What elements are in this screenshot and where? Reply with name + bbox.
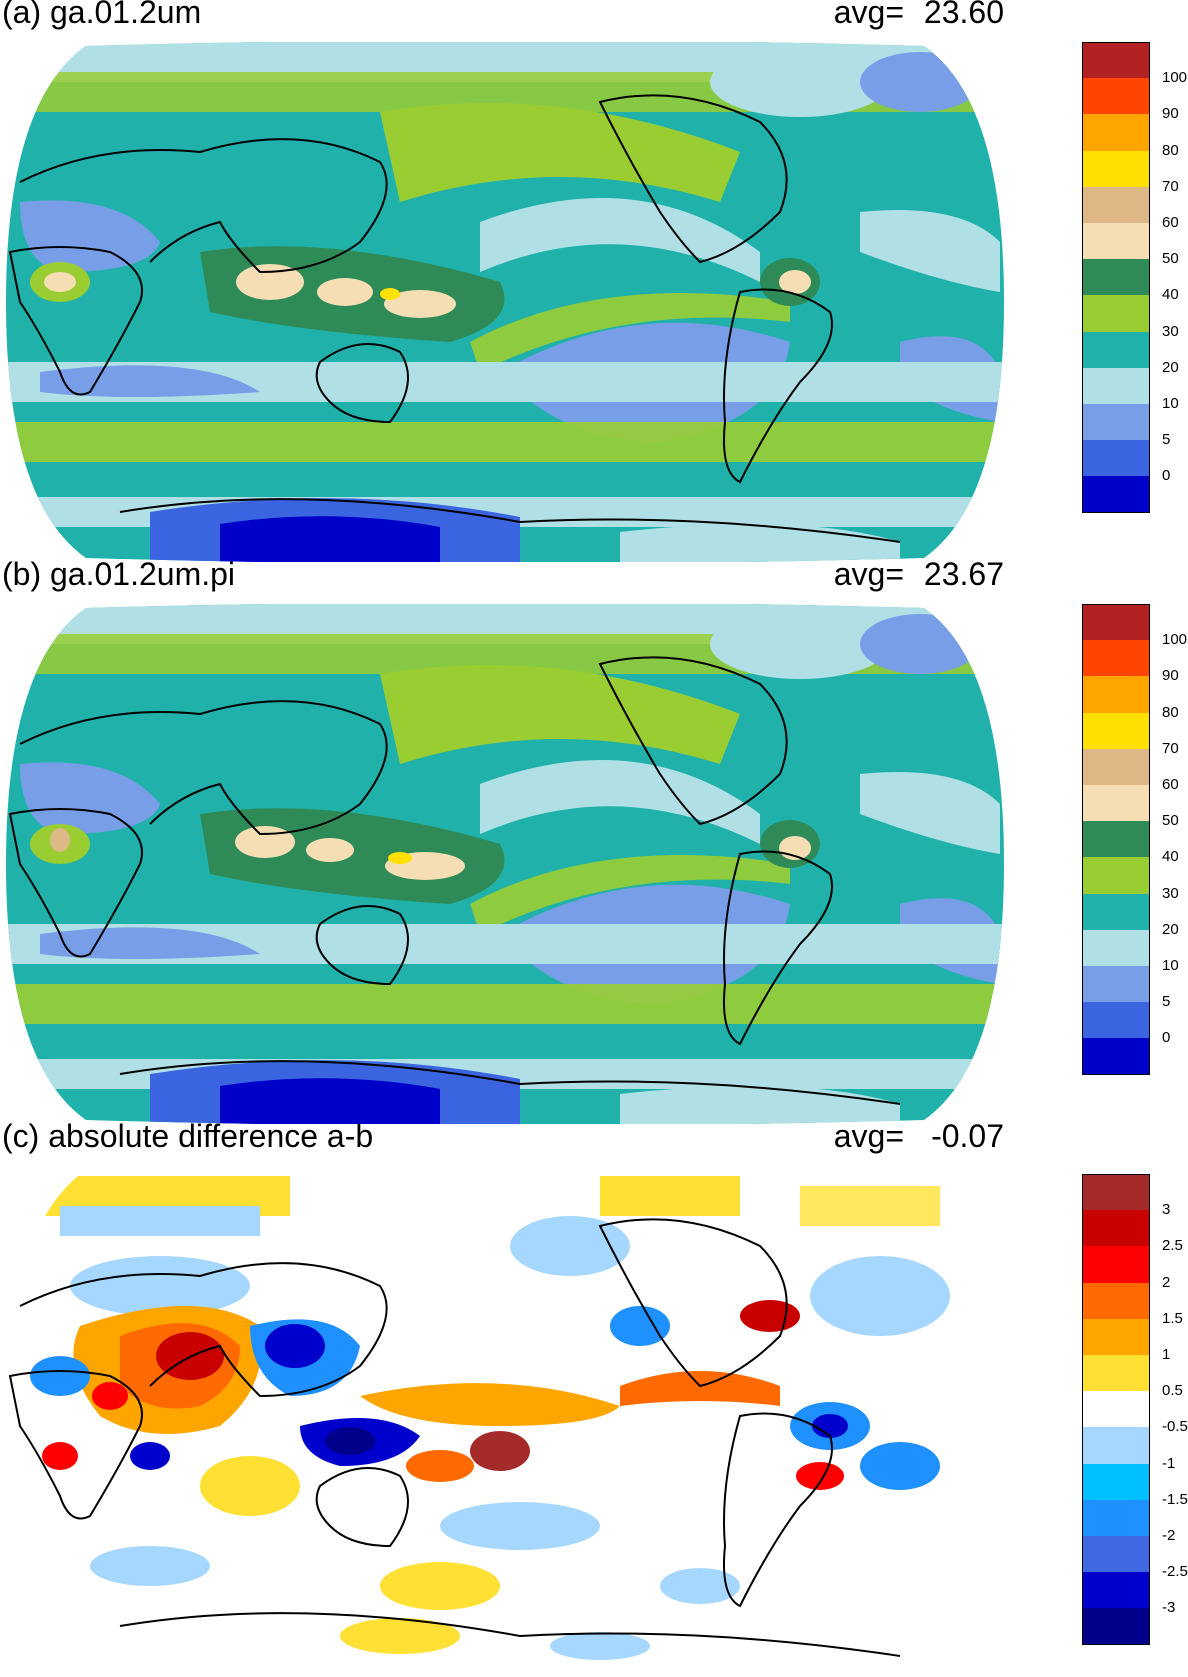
map-field bbox=[6, 604, 1004, 1124]
colorbar-swatch bbox=[1082, 1174, 1150, 1211]
colorbar-swatch bbox=[1082, 748, 1150, 785]
panel-b: (b) ga.01.2um.pi avg= 23.67 bbox=[0, 556, 1188, 1124]
colorbar-tick-label: -2.5 bbox=[1162, 1563, 1188, 1581]
panel-title: (a) ga.01.2um bbox=[2, 0, 202, 30]
panel-title: (c) absolute difference a-b bbox=[2, 1118, 374, 1154]
colorbar-tick-label: 10 bbox=[1162, 395, 1179, 412]
colorbar-tick-label: 2 bbox=[1162, 1273, 1171, 1291]
colorbar-tick-label: 90 bbox=[1162, 667, 1179, 685]
panel-a: (a) ga.01.2um avg= 23.60 bbox=[0, 0, 1188, 562]
colorbar-tick-label: 100 bbox=[1162, 631, 1188, 649]
avg-label: avg= bbox=[833, 556, 904, 592]
colorbar-swatch bbox=[1082, 1463, 1150, 1500]
global-map bbox=[6, 604, 1004, 1124]
colorbar-tick-label: 90 bbox=[1162, 105, 1179, 123]
colorbar-tick-label: 3 bbox=[1162, 1201, 1171, 1219]
panel-average: avg= 23.60 bbox=[834, 0, 1004, 30]
avg-label: avg= bbox=[833, 0, 904, 30]
avg-value: -0.07 bbox=[931, 1118, 1004, 1154]
colorbar-swatch bbox=[1082, 114, 1150, 151]
colorbar-swatch bbox=[1082, 186, 1150, 223]
colorbar-tick-label: 20 bbox=[1162, 358, 1179, 376]
colorbar-tick-label: 80 bbox=[1162, 141, 1179, 159]
colorbar-tick-label: 80 bbox=[1162, 703, 1179, 721]
colorbar-tick-label: 0 bbox=[1162, 1029, 1171, 1047]
colorbar-swatch bbox=[1082, 640, 1150, 677]
global-map bbox=[6, 42, 1004, 562]
colorbar-swatch bbox=[1082, 929, 1150, 966]
colorbar-swatch bbox=[1082, 295, 1150, 332]
colorbar-swatch bbox=[1082, 476, 1150, 513]
colorbar-swatch bbox=[1082, 1246, 1150, 1283]
colorbar-tick-label: 5 bbox=[1162, 431, 1171, 449]
colorbar-tick-label: -0.5 bbox=[1162, 1418, 1188, 1436]
colorbar-swatch bbox=[1082, 1572, 1150, 1609]
colorbar-swatch bbox=[1082, 1391, 1150, 1428]
colorbar-swatch bbox=[1082, 966, 1150, 1003]
colorbar-swatch bbox=[1082, 1427, 1150, 1464]
colorbar-tick-label: 5 bbox=[1162, 993, 1171, 1011]
colorbar-swatch bbox=[1082, 1608, 1150, 1645]
colorbar-tick-label: 50 bbox=[1162, 250, 1179, 268]
colorbar-tick-label: 1 bbox=[1162, 1346, 1171, 1363]
colorbar-swatch bbox=[1082, 1210, 1150, 1247]
colorbar-tick-label: 70 bbox=[1162, 739, 1179, 757]
colorbar-swatch bbox=[1082, 1002, 1150, 1039]
colorbar-swatch bbox=[1082, 712, 1150, 749]
colorbar-tick-label: 30 bbox=[1162, 322, 1179, 340]
colorbar-tick-label: 2.5 bbox=[1162, 1237, 1183, 1255]
colorbar-swatch bbox=[1082, 78, 1150, 115]
colorbar-tick-label: 30 bbox=[1162, 884, 1179, 902]
colorbar-swatch bbox=[1082, 1355, 1150, 1392]
avg-value: 23.67 bbox=[923, 556, 1004, 592]
colorbar-tick-label: 60 bbox=[1162, 776, 1179, 793]
colorbar-tick-label: -3 bbox=[1162, 1599, 1176, 1617]
colorbar-swatch bbox=[1082, 1318, 1150, 1355]
colorbar-tick-label: -2 bbox=[1162, 1527, 1176, 1544]
colorbar-swatch bbox=[1082, 42, 1150, 79]
colorbar-swatch bbox=[1082, 150, 1150, 187]
panel-average: avg= 23.67 bbox=[834, 556, 1004, 592]
coastline-outlines bbox=[8, 94, 901, 543]
colorbar-tick-label: 40 bbox=[1162, 286, 1179, 304]
colorbar-tick-label: 60 bbox=[1162, 214, 1179, 231]
panel-average: avg= -0.07 bbox=[834, 1118, 1004, 1154]
avg-value: 23.60 bbox=[923, 0, 1004, 30]
colorbar-swatch bbox=[1082, 331, 1150, 368]
colorbar-swatch bbox=[1082, 604, 1150, 641]
colorbar-tick-label: 50 bbox=[1162, 812, 1179, 830]
colorbar-swatch bbox=[1082, 367, 1150, 404]
colorbar-tick-label: -1.5 bbox=[1162, 1490, 1188, 1508]
colorbar-tick-label: 0.5 bbox=[1162, 1382, 1183, 1400]
coastline-outlines bbox=[8, 656, 901, 1105]
colorbar-tick-label: -1 bbox=[1162, 1454, 1176, 1472]
colorbar-swatch bbox=[1082, 676, 1150, 713]
avg-label: avg= bbox=[833, 1118, 904, 1154]
colorbar-tick-label: 100 bbox=[1162, 69, 1188, 87]
colorbar-swatch bbox=[1082, 404, 1150, 441]
panel-c: (c) absolute difference a-b avg= -0.07 bbox=[0, 1118, 1188, 1677]
global-map bbox=[6, 1166, 1004, 1671]
colorbar-tick-label: 70 bbox=[1162, 177, 1179, 195]
colorbar-swatch bbox=[1082, 821, 1150, 858]
colorbar-swatch bbox=[1082, 259, 1150, 296]
colorbar-tick-label: 10 bbox=[1162, 957, 1179, 974]
colorbar-swatch bbox=[1082, 1536, 1150, 1573]
colorbar-swatch bbox=[1082, 1499, 1150, 1536]
colorbar-swatch bbox=[1082, 440, 1150, 477]
colorbar-tick-label: 20 bbox=[1162, 920, 1179, 938]
colorbar-tick-label: 0 bbox=[1162, 467, 1171, 485]
colorbar-swatch bbox=[1082, 785, 1150, 822]
panel-title: (b) ga.01.2um.pi bbox=[2, 556, 236, 592]
colorbar-swatch bbox=[1082, 1038, 1150, 1075]
colorbar-tick-label: 40 bbox=[1162, 848, 1179, 866]
colorbar-swatch bbox=[1082, 223, 1150, 260]
coastline-outlines bbox=[8, 1218, 901, 1657]
colorbar-tick-label: 1.5 bbox=[1162, 1309, 1183, 1327]
colorbar-swatch bbox=[1082, 893, 1150, 930]
colorbar-swatch bbox=[1082, 1282, 1150, 1319]
map-field bbox=[6, 1166, 1004, 1671]
colorbar-swatch bbox=[1082, 857, 1150, 894]
map-field bbox=[6, 42, 1004, 562]
